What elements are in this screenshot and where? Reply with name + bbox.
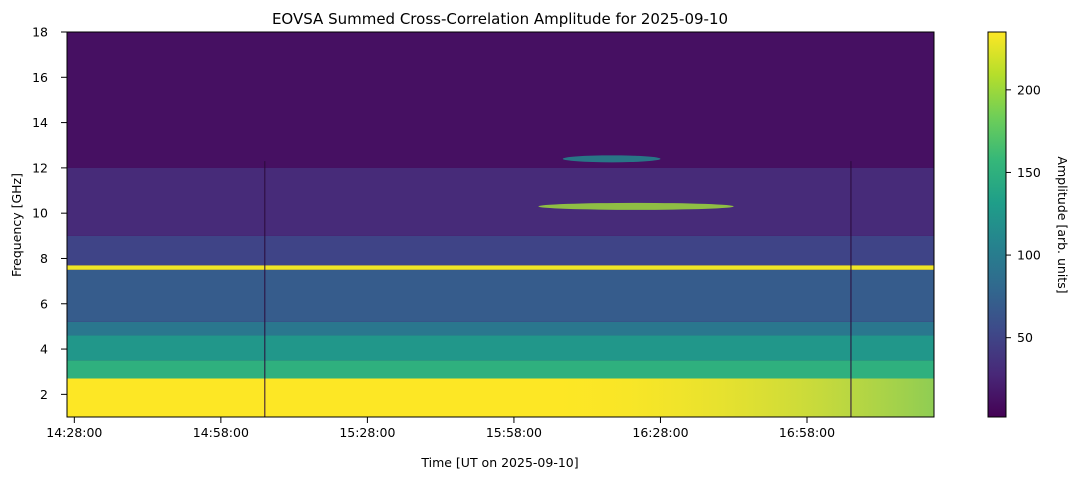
x-tick-label: 14:58:00	[193, 425, 249, 440]
chart-title: EOVSA Summed Cross-Correlation Amplitude…	[272, 10, 728, 28]
heatmap-band	[67, 360, 934, 379]
y-tick-label: 16	[32, 70, 48, 85]
y-tick-label: 10	[32, 206, 48, 221]
heatmap-band	[67, 235, 934, 266]
colorbar-tick-label: 100	[1017, 248, 1041, 263]
heatmap-band	[67, 167, 934, 236]
x-tick-label: 16:58:00	[779, 425, 835, 440]
colorbar-tick-label: 50	[1017, 330, 1033, 345]
y-axis-label: Frequency [GHz]	[9, 173, 24, 277]
colorbar-label: Amplitude [arb. units]	[1055, 156, 1070, 293]
y-tick-label: 14	[32, 115, 48, 130]
y-tick-label: 12	[32, 160, 48, 175]
colorbar-tick-label: 200	[1017, 82, 1041, 97]
x-axis-label: Time [UT on 2025-09-10]	[420, 455, 578, 470]
heatmap-band	[67, 321, 934, 336]
y-axis: 2 4 6 8 10 12 14 16 18	[32, 25, 67, 402]
x-tick-label: 16:28:00	[632, 425, 688, 440]
burst-feature	[538, 202, 734, 210]
x-tick-label: 15:58:00	[486, 425, 542, 440]
heatmap-band	[67, 32, 934, 168]
y-tick-label: 18	[32, 25, 48, 40]
x-tick-label: 15:28:00	[339, 425, 395, 440]
x-tick-label: 14:28:00	[46, 425, 102, 440]
low-band-fade	[67, 378, 934, 417]
heatmap-band	[67, 335, 934, 361]
plot-frame	[66, 31, 935, 418]
heatmap-band	[67, 269, 934, 322]
y-tick-label: 4	[40, 342, 48, 357]
colorbar-ticks: 50 100 150 200	[1006, 82, 1041, 345]
x-axis: 14:28:00 14:58:00 15:28:00 15:58:00 16:28:00…	[46, 417, 835, 440]
y-tick-label: 2	[40, 387, 48, 402]
colorbar: 50 100 150 200 Amplitude [arb. units]	[987, 31, 1070, 418]
colorbar-gradient	[987, 31, 1007, 418]
heatmap-band	[67, 265, 934, 270]
y-tick-label: 8	[40, 251, 48, 266]
colorbar-tick-label: 150	[1017, 165, 1041, 180]
y-tick-label: 6	[40, 296, 48, 311]
plot-area	[67, 32, 934, 417]
burst-feature	[562, 155, 661, 163]
